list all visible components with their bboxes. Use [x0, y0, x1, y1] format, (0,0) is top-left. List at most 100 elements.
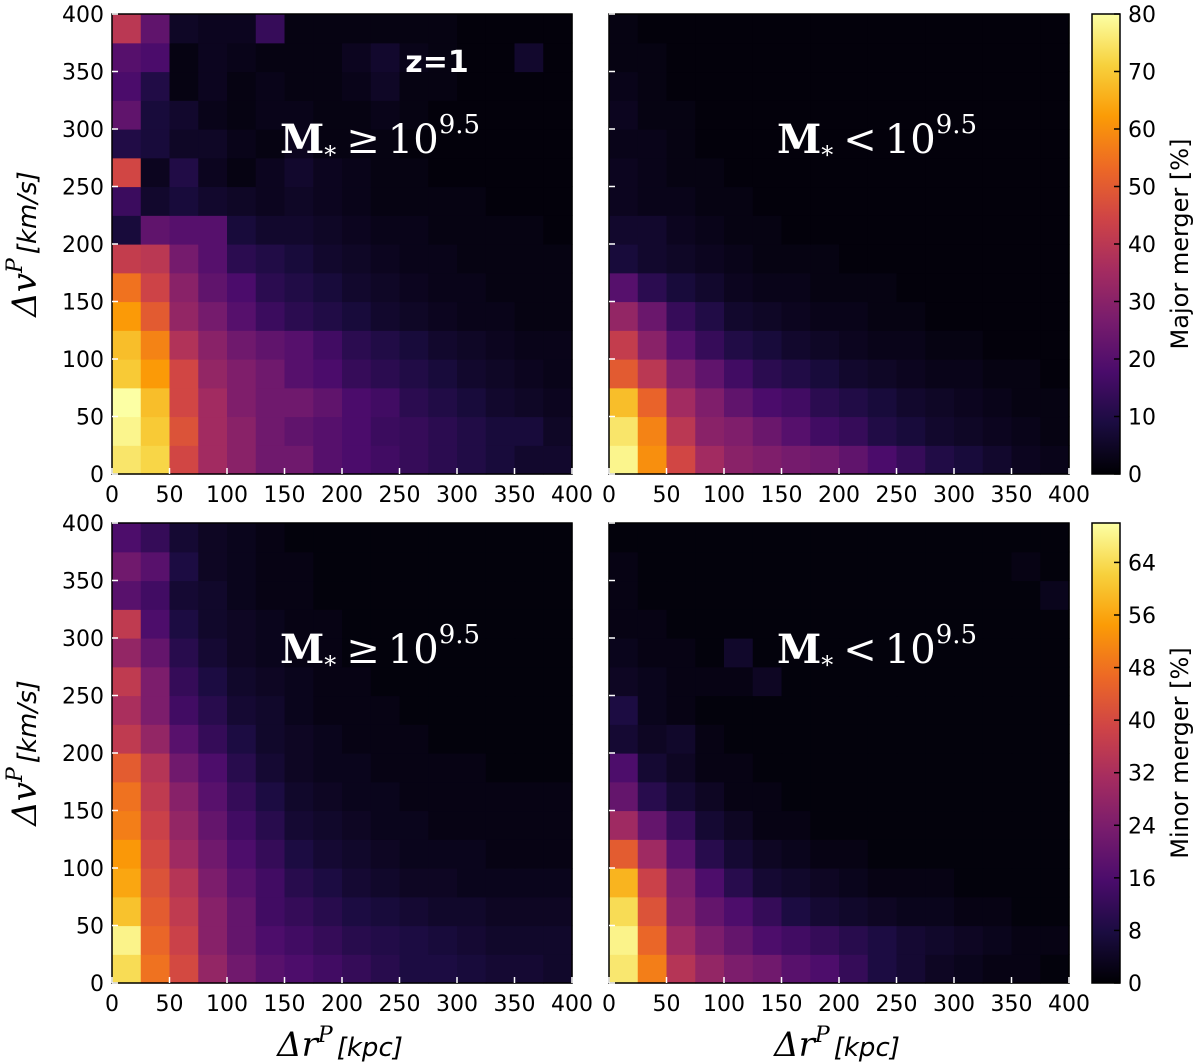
heatmap-cell	[313, 551, 343, 582]
heatmap-cell	[781, 100, 811, 130]
heatmap-cell	[255, 359, 286, 389]
heatmap-cell	[1040, 954, 1070, 984]
heatmap-cell	[227, 71, 257, 101]
heatmap-cell	[485, 896, 516, 927]
heatmap-cell	[1040, 445, 1070, 475]
heatmap-cell	[227, 925, 257, 955]
heatmap-cell	[457, 416, 487, 446]
heatmap-cell	[1011, 416, 1041, 446]
heatmap-cell	[227, 839, 257, 869]
heatmap-cell	[198, 695, 228, 725]
tick-labels-bottom-left: 0 50 100 150 200 250 300 350 400 0 50 100 150 200 250 3…	[62, 512, 593, 1017]
heatmap-cell	[543, 157, 573, 188]
heatmap-cell	[810, 186, 840, 216]
heatmap-cell	[514, 14, 544, 44]
heatmap-cell	[867, 42, 898, 73]
heatmap-cell	[543, 359, 573, 389]
heatmap-cell	[637, 839, 668, 869]
heatmap-cell	[752, 330, 783, 360]
heatmap-cell	[313, 244, 343, 274]
heatmap-cell	[198, 42, 228, 73]
heatmap-cell	[370, 609, 401, 639]
heatmap-cell	[637, 724, 668, 754]
heatmap-cell	[313, 129, 343, 159]
heatmap-cell	[485, 244, 516, 274]
heatmap-cell	[457, 868, 487, 898]
heatmap-cell	[485, 42, 516, 73]
heatmap-cell	[370, 580, 401, 610]
heatmap-cell	[227, 580, 257, 610]
heatmap-cell	[982, 42, 1013, 73]
heatmap-cell	[867, 580, 898, 610]
colorbar-tick-label: 40	[1128, 709, 1156, 734]
heatmap-cell	[925, 666, 955, 697]
heatmap-cell	[954, 666, 984, 697]
heatmap-cell	[609, 551, 639, 582]
heatmap-cell	[609, 42, 639, 73]
heatmap-cell	[313, 359, 343, 389]
y-tick-label: 200	[62, 742, 104, 767]
heatmap-cell	[342, 301, 372, 331]
heatmap-cell	[313, 272, 343, 303]
heatmap-cell	[810, 42, 840, 73]
heatmap-cell	[370, 129, 401, 159]
heatmap-cell	[227, 416, 257, 446]
heatmap-cell	[543, 551, 573, 582]
heatmap-cell	[1011, 215, 1041, 245]
heatmap-cell	[140, 695, 171, 725]
heatmap-cell	[284, 359, 314, 389]
mass-cut-label-top-left: M* ≥109.5	[280, 110, 480, 169]
y-tick-label: 150	[62, 291, 104, 316]
heatmap-cell	[781, 129, 811, 159]
heatmap-cell	[752, 695, 783, 725]
heatmap-cell	[666, 157, 696, 188]
heatmap-cell	[284, 523, 314, 553]
heatmap-cell	[198, 523, 228, 553]
heatmap-cell	[485, 666, 516, 697]
colorbar-tick-label: 16	[1128, 867, 1156, 892]
colorbar-tick-label: 32	[1128, 762, 1156, 787]
heatmap-cell	[370, 523, 401, 553]
heatmap-cell	[695, 14, 725, 44]
heatmap-cell	[313, 638, 343, 668]
colorbar-minor: 0 8 16 24 32 40 48 56 64 Minor merger [%]	[1091, 522, 1194, 997]
heatmap-cell	[1040, 810, 1070, 840]
mass-subscript: *	[324, 651, 336, 679]
x-tick-label: 400	[551, 992, 593, 1017]
heatmap-cell	[982, 272, 1013, 303]
heatmap-cell	[954, 781, 984, 812]
heatmap-cell	[1040, 359, 1070, 389]
heatmap-cell	[370, 925, 401, 955]
panel-top-right: 0 50 100 150 200 250 300 350 400 M* <109.5	[602, 13, 1090, 508]
heatmap-cell	[896, 638, 926, 668]
heatmap-cell	[810, 580, 840, 610]
heatmap-cell	[543, 580, 573, 610]
heatmap-cell	[695, 100, 725, 130]
heatmap-cell	[1040, 609, 1070, 639]
heatmap-cell	[982, 925, 1013, 955]
heatmap-cell	[810, 868, 840, 898]
heatmap-cell	[609, 387, 639, 418]
heatmap-cell	[485, 810, 516, 840]
heatmap-cell	[637, 523, 668, 553]
heatmap-cell	[140, 42, 171, 73]
heatmap-cell	[198, 272, 228, 303]
heatmap-cell	[954, 925, 984, 955]
heatmap-cell	[839, 14, 869, 44]
heatmap-cell	[485, 14, 516, 44]
heatmap-cell	[724, 868, 754, 898]
heatmap-cell	[227, 272, 257, 303]
heatmap-cell	[457, 695, 487, 725]
heatmap-cell	[982, 416, 1013, 446]
heatmap-cell	[284, 215, 314, 245]
heatmap-cell	[457, 445, 487, 475]
heatmap-cell	[896, 551, 926, 582]
heatmap-cell	[637, 666, 668, 697]
heatmap-cell	[112, 580, 142, 610]
heatmap-cell	[810, 638, 840, 668]
heatmap-cell	[781, 445, 811, 475]
colorbar-tick-label: 24	[1128, 814, 1156, 839]
heatmap-cell	[457, 272, 487, 303]
heatmap-cell	[637, 157, 668, 188]
heatmap-cell	[839, 551, 869, 582]
